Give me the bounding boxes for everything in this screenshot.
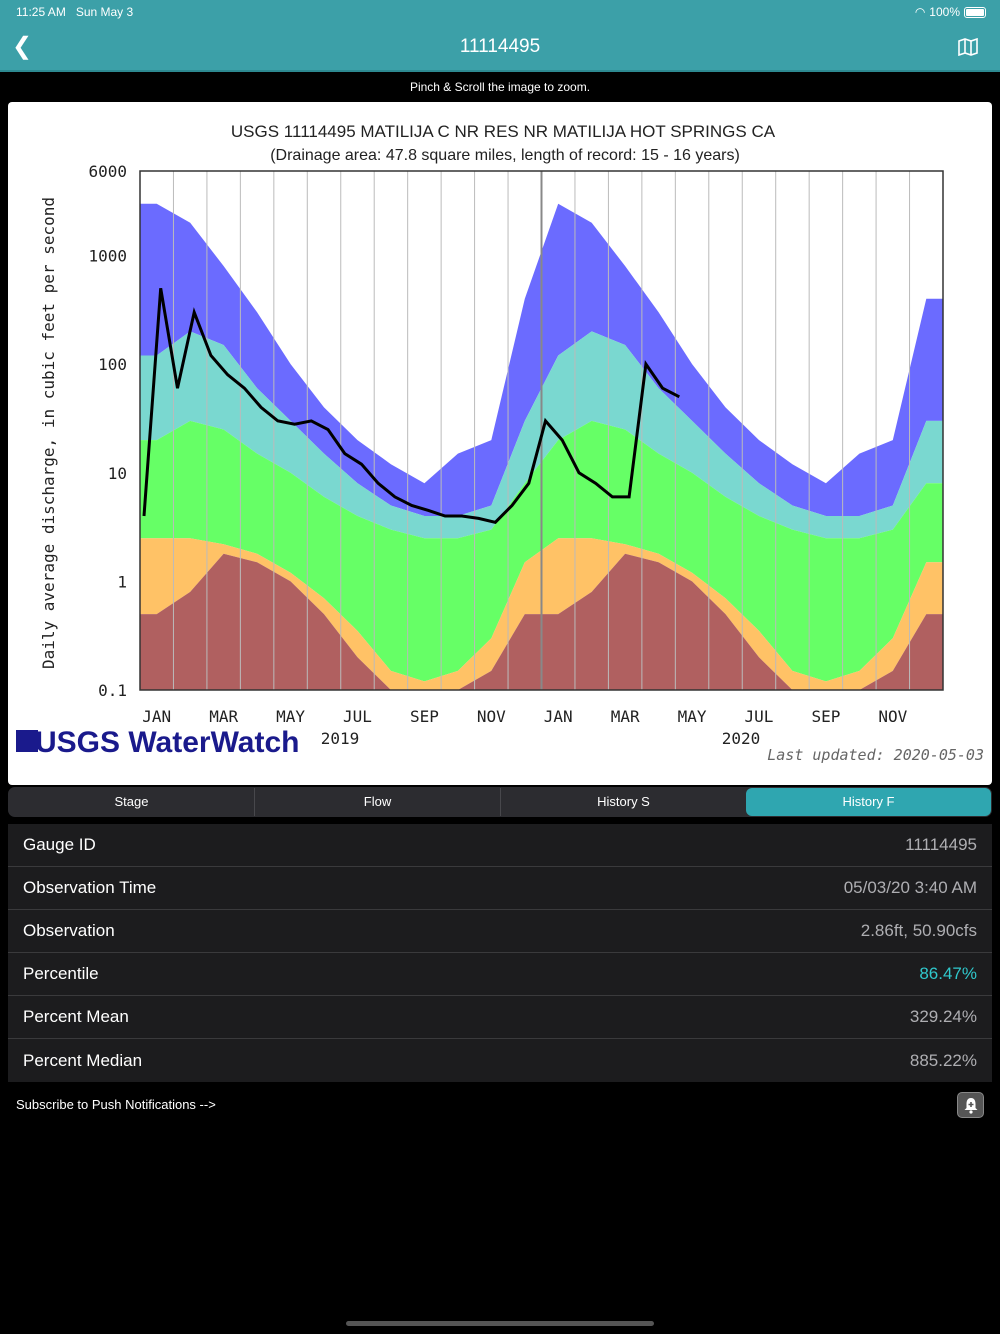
battery-percent: 100% — [929, 5, 960, 19]
usgs-logo-icon — [16, 730, 38, 752]
home-indicator — [346, 1321, 654, 1326]
hydrograph-image[interactable]: USGS 11114495 MATILIJA C NR RES NR MATIL… — [8, 102, 992, 785]
map-icon[interactable] — [958, 37, 978, 61]
y-tick-label: 6000 — [88, 162, 127, 181]
tab-history-s[interactable]: History S — [597, 794, 650, 809]
x-tick-label: JAN — [544, 707, 573, 726]
subscribe-bell-button[interactable] — [957, 1092, 984, 1118]
plot-frame — [139, 170, 944, 691]
tab-stage[interactable]: Stage — [9, 788, 255, 816]
back-chevron-icon[interactable]: ❮ — [12, 33, 33, 60]
x-tick-label: MAR — [209, 707, 238, 726]
x-tick-label: MAY — [678, 707, 707, 726]
table-row: Percent Median 885.22% — [8, 1039, 992, 1082]
row-label: Observation Time — [23, 878, 157, 897]
table-row: Percent Mean 329.24% — [8, 996, 992, 1039]
page-title: 11114495 — [459, 36, 541, 57]
table-row: Gauge ID 11114495 — [8, 824, 992, 867]
y-tick-label: 10 — [108, 464, 127, 483]
tab-history-f[interactable]: History F — [746, 788, 991, 816]
tab-flow[interactable]: Flow — [255, 788, 501, 816]
x-tick-label: SEP — [811, 707, 840, 726]
usgs-waterwatch-logo: USGS WaterWatch — [35, 726, 299, 759]
x-tick-label: NOV — [477, 707, 506, 726]
battery-icon — [964, 6, 986, 18]
x-tick-label: MAY — [276, 707, 305, 726]
row-value: 885.22% — [909, 1050, 977, 1070]
x-tick-label: NOV — [878, 707, 907, 726]
year-label: 2019 — [321, 729, 360, 748]
status-time: 11:25 AM Sun May 3 — [16, 5, 134, 19]
y-tick-label: 100 — [98, 355, 127, 374]
row-label: Percent Mean — [23, 1007, 129, 1026]
row-label: Gauge ID — [23, 835, 96, 854]
row-value: 2.86ft, 50.90cfs — [860, 921, 977, 940]
observed-flow-line — [142, 287, 680, 524]
y-axis-label: Daily average discharge, in cubic feet p… — [39, 197, 58, 669]
hydrograph-chart: USGS 11114495 MATILIJA C NR RES NR MATIL… — [16, 122, 984, 764]
view-segmented-control: Stage Flow History S History F — [8, 787, 992, 817]
status-right: ◠ 100% — [915, 5, 986, 19]
table-row: Observation 2.86ft, 50.90cfs — [8, 910, 992, 953]
x-tick-label: MAR — [611, 707, 640, 726]
row-value: 11114495 — [905, 835, 977, 854]
row-value: 329.24% — [909, 1007, 977, 1026]
row-label: Percentile — [23, 964, 99, 983]
wifi-icon: ◠ — [914, 5, 926, 19]
subscribe-label: Subscribe to Push Notifications --> — [16, 1097, 216, 1112]
y-tick-label: 0.1 — [98, 681, 127, 700]
last-updated: Last updated: 2020-05-03 — [767, 746, 984, 764]
table-row: Percentile 86.47% — [8, 953, 992, 996]
x-tick-label: JAN — [142, 707, 171, 726]
year-label: 2020 — [722, 729, 761, 748]
x-tick-label: SEP — [410, 707, 439, 726]
table-row: Observation Time 05/03/20 3:40 AM — [8, 867, 992, 910]
row-value: 05/03/20 3:40 AM — [843, 878, 977, 897]
row-label: Observation — [23, 921, 115, 940]
y-tick-label: 1000 — [88, 247, 127, 266]
x-tick-label: JUL — [343, 707, 372, 726]
chart-title: USGS 11114495 MATILIJA C NR RES NR MATIL… — [231, 122, 776, 141]
x-tick-label: JUL — [745, 707, 774, 726]
gauge-details-table: Gauge ID 11114495 Observation Time 05/03/2… — [8, 824, 992, 1082]
row-label: Percent Median — [23, 1050, 143, 1070]
nav-header: 11:25 AM Sun May 3 ◠ 100% ❮ 11114495 — [0, 0, 1000, 72]
row-value: 86.47% — [919, 964, 977, 983]
zoom-hint: Pinch & Scroll the image to zoom. — [409, 80, 591, 94]
chart-subtitle: (Drainage area: 47.8 square miles, lengt… — [270, 147, 740, 164]
y-tick-label: 1 — [117, 572, 127, 591]
bell-plus-icon — [964, 1097, 977, 1114]
